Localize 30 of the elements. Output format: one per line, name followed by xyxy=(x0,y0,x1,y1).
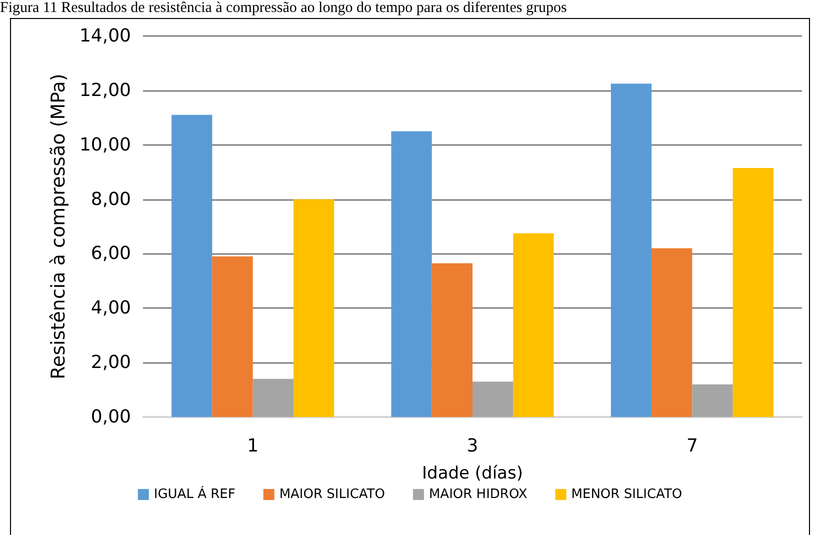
bar xyxy=(212,256,253,417)
legend-label: MENOR SILICATO xyxy=(571,487,682,502)
bar xyxy=(391,131,432,417)
y-tick-label: 6,00 xyxy=(90,243,131,264)
x-tick-label: 3 xyxy=(466,436,478,456)
bar xyxy=(732,168,774,417)
y-tick-label: 8,00 xyxy=(90,188,131,210)
y-tick-label: 10,00 xyxy=(79,134,131,156)
bar xyxy=(692,384,733,417)
y-tick-label: 0,00 xyxy=(90,406,131,428)
chart-title: Figura 11 Resultados de resistência à compressão ao longo do tempo para os diferentes grupos xyxy=(0,0,567,17)
bar xyxy=(652,248,692,417)
legend-label: IGUAL Á REF xyxy=(154,485,236,502)
bar xyxy=(293,199,334,417)
y-tick-label: 14,00 xyxy=(79,26,131,46)
y-tick-label: 4,00 xyxy=(90,298,131,319)
bar xyxy=(432,263,472,417)
y-axis-title: Resistência à compressão (MPa) xyxy=(48,74,70,380)
legend-label: MAIOR SILICATO xyxy=(279,487,385,502)
y-tick-label: 2,00 xyxy=(90,352,131,374)
x-axis-title: Idade (días) xyxy=(422,464,523,484)
legend-label: MAIOR HIDROX xyxy=(428,487,528,502)
x-tick-label: 1 xyxy=(247,436,259,456)
y-tick-label: 12,00 xyxy=(79,80,131,101)
bar xyxy=(472,382,514,417)
x-tick-label: 7 xyxy=(686,436,698,456)
bar xyxy=(610,84,652,417)
bar xyxy=(252,378,294,417)
bar xyxy=(172,114,212,417)
bar xyxy=(513,233,554,417)
